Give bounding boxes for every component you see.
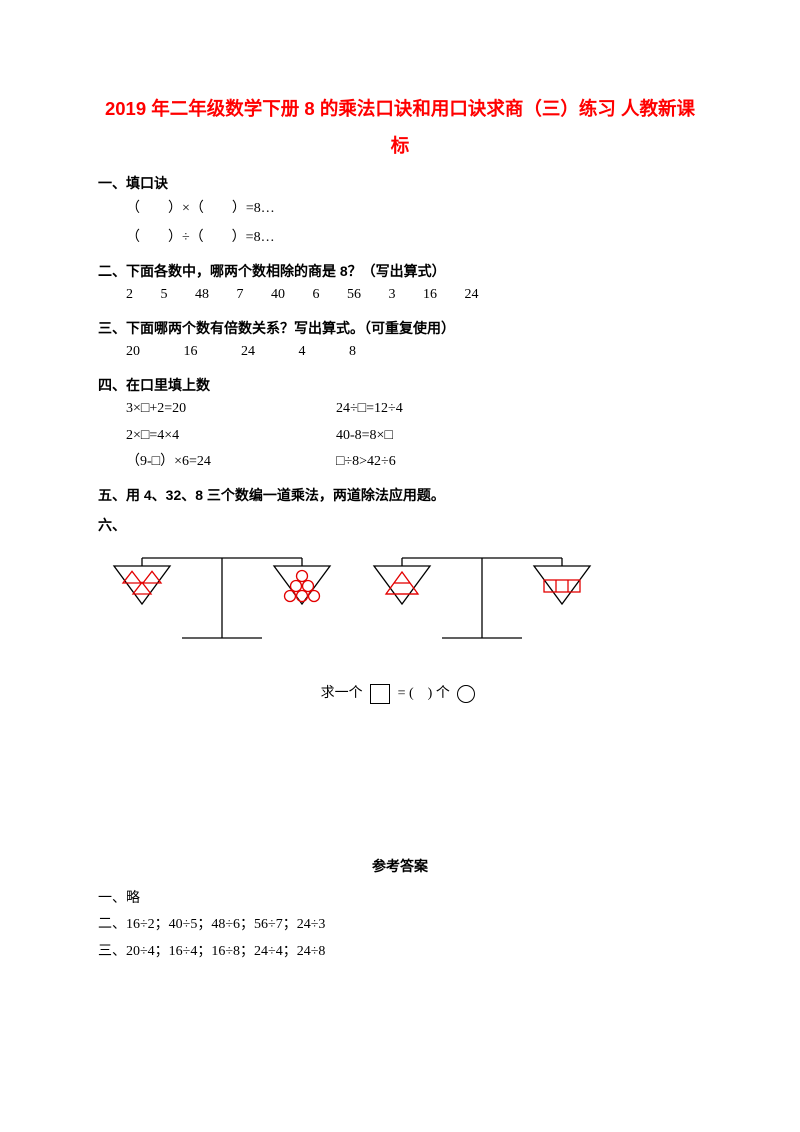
section-1-heading: 一、填口诀 [98, 172, 702, 194]
q4-row: 2×□=4×4 40-8=8×□ [126, 423, 702, 450]
eq: 2×□=4×4 [126, 423, 336, 450]
eq: 3×□+2=20 [126, 396, 336, 423]
q6-question: 求一个 = ( ) 个 [98, 683, 702, 705]
num: 40 [271, 282, 285, 309]
num: 20 [126, 339, 140, 366]
num: 5 [161, 282, 168, 309]
num: 24 [465, 282, 479, 309]
section-3-heading: 三、下面哪两个数有倍数关系？写出算式。（可重复使用） [98, 317, 702, 339]
eq: 24÷□=12÷4 [336, 396, 403, 423]
answers-heading: 参考答案 [98, 855, 702, 877]
page-title: 2019 年二年级数学下册 8 的乘法口诀和用口诀求商（三）练习 人教新课 [98, 90, 702, 127]
q2-numbers: 2 5 48 7 40 6 56 3 16 24 [126, 282, 702, 309]
q6-mid: = ( ) 个 [398, 686, 450, 701]
q4-row: （9-□）×6=24 □÷8>42÷6 [126, 449, 702, 476]
eq: 40-8=8×□ [336, 423, 393, 450]
num: 8 [349, 339, 356, 366]
q4-row: 3×□+2=20 24÷□=12÷4 [126, 396, 702, 423]
num: 4 [299, 339, 306, 366]
balance-diagram [112, 543, 702, 671]
section-6-heading: 六、 [98, 514, 702, 536]
answer-1: 一、略 [98, 886, 702, 913]
answer-3: 三、20÷4；16÷4；16÷8；24÷4；24÷8 [98, 939, 702, 966]
q3-numbers: 20 16 24 4 8 [126, 339, 702, 366]
section-2-heading: 二、下面各数中，哪两个数相除的商是 8？（写出算式） [98, 260, 702, 282]
num: 56 [347, 282, 361, 309]
section-4-heading: 四、在口里填上数 [98, 374, 702, 396]
num: 16 [184, 339, 198, 366]
num: 16 [423, 282, 437, 309]
num: 48 [195, 282, 209, 309]
num: 24 [241, 339, 255, 366]
square-icon [370, 684, 390, 704]
q1-line2: （ ）÷（ ）=8… [126, 225, 702, 252]
page-title-2: 标 [98, 127, 702, 164]
num: 7 [237, 282, 244, 309]
eq: （9-□）×6=24 [126, 449, 336, 476]
q1-line1: （ ）×（ ）=8… [126, 196, 702, 223]
num: 2 [126, 282, 133, 309]
q6-before: 求一个 [321, 686, 363, 701]
num: 6 [313, 282, 320, 309]
answer-2: 二、16÷2；40÷5；48÷6；56÷7；24÷3 [98, 912, 702, 939]
circle-icon [457, 685, 475, 703]
section-5-heading: 五、用 4、32、8 三个数编一道乘法，两道除法应用题。 [98, 484, 702, 506]
eq: □÷8>42÷6 [336, 449, 396, 476]
num: 3 [389, 282, 396, 309]
